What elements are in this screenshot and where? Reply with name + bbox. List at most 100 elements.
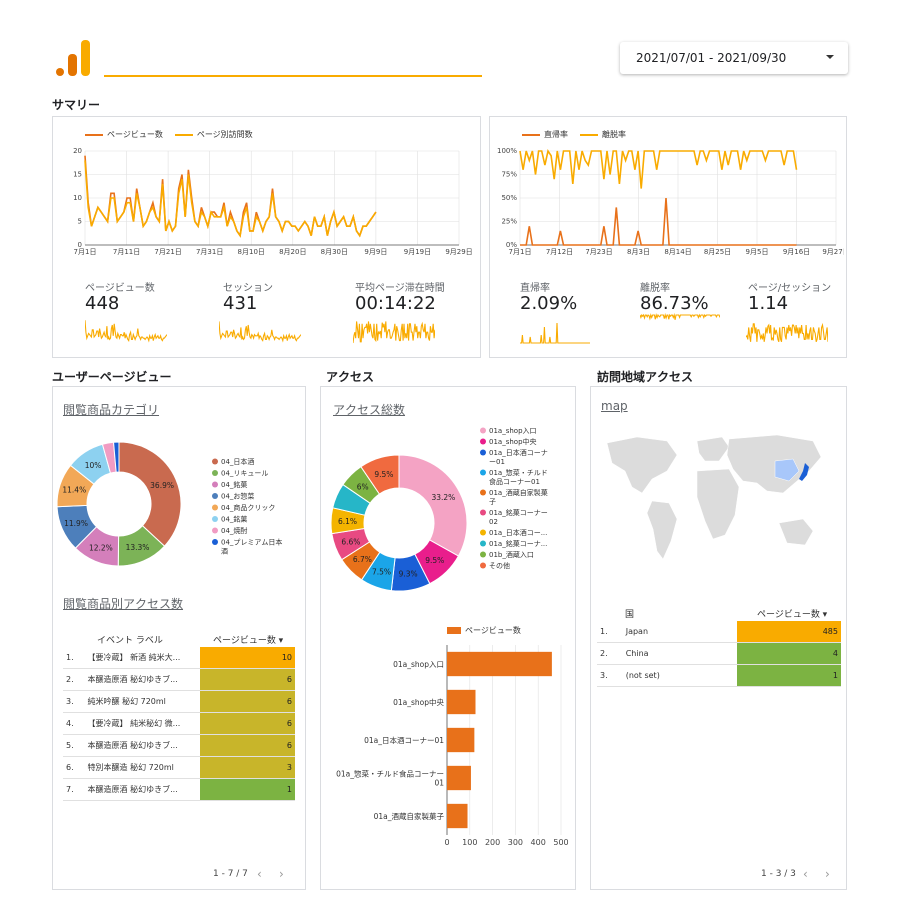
event-label: 本醸造原酒 秘幻ゆきブ... (84, 778, 200, 801)
series-line (520, 197, 797, 246)
pageview-value: 6 (199, 712, 295, 735)
table-header-country: 国 (625, 610, 635, 620)
x-tick-label: 0 (444, 838, 449, 847)
y-tick-label: 10 (73, 194, 82, 202)
title-underline (104, 75, 482, 77)
table-header-sort[interactable]: ページビュー数 ▾ (757, 610, 828, 620)
japan-shape (799, 463, 809, 481)
metric-value: 1.14 (748, 293, 789, 314)
x-tick-label: 8月25日 (704, 248, 731, 256)
slice-label: 6.1% (338, 517, 357, 526)
legend-label: ページ別訪問数 (196, 130, 253, 139)
table-row[interactable]: 2. 本醸造原酒 秘幻ゆきブ... 6 (63, 668, 295, 691)
legend-label: その他 (489, 561, 510, 570)
chevron-left-icon[interactable]: ‹ (803, 867, 808, 881)
access-title: アクセス (326, 370, 375, 384)
legend-label: 01a_銘菓コーナー (489, 508, 548, 517)
legend-dot (480, 529, 486, 536)
x-tick-label: 8月10日 (238, 248, 265, 256)
country-name: China (622, 642, 737, 665)
table-row[interactable]: 3. 純米吟醸 秘幻 720ml 6 (63, 690, 295, 713)
x-tick-label: 7月11日 (113, 248, 140, 256)
legend-dot (212, 516, 218, 522)
slice-label: 9.3% (399, 570, 418, 579)
x-tick-label: 7月21日 (154, 248, 181, 256)
bar-label: 01a_酒蔵自家製菓子 (374, 811, 445, 821)
bar-label: 01a_日本酒コーナー01 (364, 735, 444, 745)
world-map[interactable] (597, 431, 841, 577)
chevron-right-icon[interactable]: › (825, 867, 830, 881)
legend-swatch (174, 133, 193, 136)
summary-left-card: ページビュー数 ページ別訪問数 20 15 10 5 0 7月1日 7月11日 7月21日 7月… (52, 116, 481, 358)
pageview-value: 6 (199, 734, 295, 757)
table-row[interactable]: 5. 本醸造原酒 秘幻ゆきブ... 6 (63, 734, 295, 757)
chevron-right-icon[interactable]: › (279, 867, 284, 881)
legend-label: 04_商品クリック (221, 503, 275, 512)
legend-label: 直帰率 (544, 130, 568, 139)
chevron-left-icon[interactable]: ‹ (257, 867, 262, 881)
access-donut-title[interactable]: アクセス総数 (333, 403, 406, 417)
series-line (519, 148, 798, 189)
legend-label: 04_お惣菜 (221, 492, 254, 501)
bar (447, 651, 552, 677)
y-tick-label: 25% (501, 218, 517, 226)
table-row[interactable]: 2. China 4 (597, 642, 841, 665)
row-number: 3. (63, 690, 85, 713)
bar-label: 01a_shop入口 (393, 660, 444, 669)
pagination-label: 1 - 3 / 3 (761, 869, 796, 879)
summary-title: サマリー (52, 98, 101, 112)
bar (447, 803, 468, 829)
row-number: 6. (63, 756, 85, 779)
pageview-value: 1 (199, 778, 295, 801)
x-tick-label: 9月5日 (746, 248, 769, 256)
pageview-value: 6 (199, 668, 295, 691)
row-number: 4. (63, 712, 85, 735)
legend-label: 04_焼酎 (221, 526, 247, 535)
bar (447, 765, 471, 791)
summary-right-line-chart: 100% 75% 50% 25% 0%7月1日 7月12日 7月23日 8月3日 8月14日 8月… (497, 147, 844, 256)
summary-right-card: 直帰率 離脱率 100% 75% 50% 25% 0% 7月1日 7月12日 7月23日 8月3… (489, 116, 847, 358)
table-row[interactable]: 7. 本醸造原酒 秘幻ゆきブ... 1 (63, 778, 295, 801)
category-donut-title[interactable]: 閲覧商品カテゴリ (63, 403, 160, 417)
legend-dot (212, 493, 218, 499)
x-tick-label: 8月14日 (664, 248, 691, 256)
bar-label: 01a_惣菜・チルド食品コーナー (336, 769, 444, 779)
sparkline (353, 321, 435, 344)
date-range-picker[interactable]: 2021/07/01 - 2021/09/30 (620, 42, 848, 74)
x-tick-label: 7月1日 (74, 248, 97, 256)
user-pageview-card: 閲覧商品カテゴリ 36.9% 13.3% 12.2% 11.9% 11.4% 10% 04_… (52, 386, 306, 890)
row-number: 2. (63, 668, 85, 691)
table-row[interactable]: 3. (not set) 1 (597, 664, 841, 687)
metric-label: 平均ページ滞在時間 (355, 283, 445, 294)
table-row[interactable]: 1. Japan 485 (597, 621, 841, 643)
donut-slice (118, 441, 182, 547)
slice-label: 7.5% (372, 567, 391, 576)
product-access-title[interactable]: 閲覧商品別アクセス数 (63, 597, 184, 611)
table-row[interactable]: 1. 【要冷蔵】 新酒 純米大... 10 (63, 647, 295, 669)
x-tick-label: 200 (485, 838, 500, 847)
slice-label: 10% (85, 461, 102, 470)
country-name: Japan (622, 621, 737, 643)
row-number: 1. (597, 621, 623, 643)
table-header-sort[interactable]: ページビュー数 ▾ (213, 636, 284, 646)
legend-label: 01a_惣菜・チルド (489, 468, 548, 477)
sparkline-path (219, 321, 301, 343)
legend-label: 04_銘菓 (221, 515, 247, 524)
x-tick-label: 100 (462, 838, 477, 847)
table-row[interactable]: 6. 特別本醸造 秘幻 720ml 3 (63, 756, 295, 779)
map-title[interactable]: map (601, 399, 628, 413)
table-row[interactable]: 4. 【要冷蔵】 純米秘幻 微... 6 (63, 712, 295, 735)
slice-label: 33.2% (431, 493, 455, 502)
bar-label: 01a_shop中央 (393, 697, 444, 707)
europe-shape (696, 436, 730, 462)
bar-label: 01 (434, 779, 444, 788)
sparkline-path (746, 322, 828, 342)
legend-label: 04_プレミアム日本 (221, 538, 282, 547)
x-tick-label: 9月16日 (783, 248, 810, 256)
metric-value: 86.73% (640, 293, 709, 314)
access-card: アクセス総数 33.2% 9.5% 9.3% 7.5% 6.7% 6.6% 6.1% 6% 9.… (320, 386, 576, 890)
date-range-value: 2021/07/01 - 2021/09/30 (636, 51, 787, 65)
row-number: 2. (597, 642, 623, 665)
left-chart-legend: ページビュー数 ページ別訪問数 (85, 129, 253, 140)
series-line (84, 160, 377, 238)
